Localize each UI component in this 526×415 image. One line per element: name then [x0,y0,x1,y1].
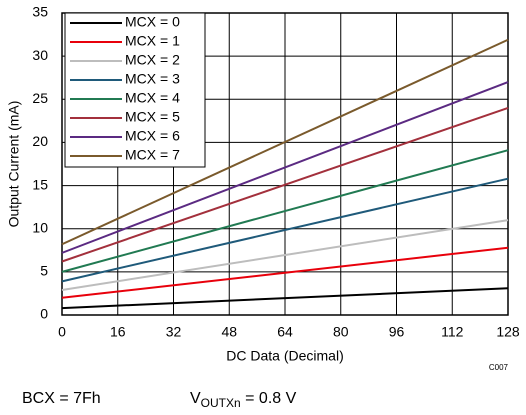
y-tick-label: 5 [40,263,48,279]
series-line [61,38,509,246]
x-tick-label: 16 [110,324,126,340]
legend-label: MCX = 6 [125,128,180,144]
y-tick-label: 20 [32,133,48,149]
x-tick-label: 0 [58,324,66,340]
plot-frame [61,12,509,316]
y-tick-label: 15 [32,176,48,192]
series-line [61,287,509,310]
x-tick-label: 112 [441,324,464,340]
note: VOUTXn = 0.8 V [190,390,297,410]
legend-label: MCX = 5 [125,109,180,125]
series-line [61,177,509,283]
x-tick-label: 80 [333,324,349,340]
legend-box [64,12,206,168]
series-line [61,219,509,291]
y-tick-label: 0 [40,306,48,322]
note: BCX = 7Fh [22,390,101,407]
x-tick-label: 128 [496,324,520,340]
legend-label: MCX = 3 [125,71,180,87]
series-line [61,106,509,263]
y-axis-label: Output Current (mA) [6,101,22,228]
y-tick-label: 35 [32,4,48,20]
legend-label: MCX = 2 [125,52,180,68]
x-axis-label: DC Data (Decimal) [226,348,343,364]
legend-label: MCX = 1 [125,33,180,49]
x-tick-label: 64 [277,324,293,340]
x-tick-label: 48 [221,324,237,340]
series-line [61,246,509,299]
legend-label: MCX = 7 [125,147,180,163]
figure-id: C007 [489,363,509,372]
y-tick-label: 10 [32,219,48,235]
series-line [61,149,509,273]
x-tick-label: 96 [389,324,405,340]
note-sub: OUTXn [201,396,241,410]
y-tick-label: 30 [32,47,48,63]
y-tick-label: 25 [32,90,48,106]
legend-label: MCX = 4 [125,90,180,106]
legend-label: MCX = 0 [125,14,180,30]
x-tick-label: 32 [166,324,182,340]
note-part: V [190,390,201,407]
note-part: = 0.8 V [241,390,297,407]
series-line [61,81,509,254]
